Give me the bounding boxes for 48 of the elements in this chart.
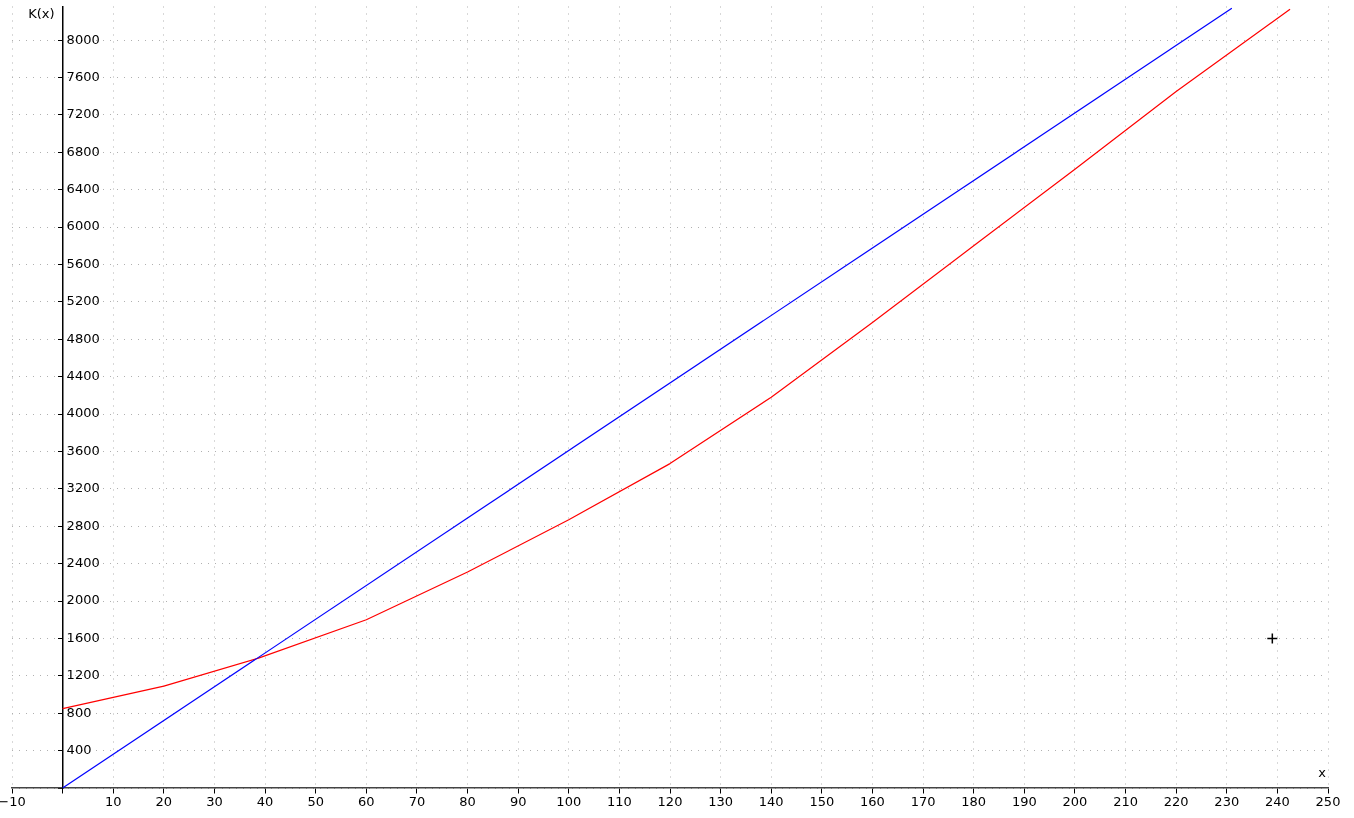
y-tick-label: 6800 xyxy=(66,143,100,159)
y-tick-label: 7200 xyxy=(66,106,100,122)
y-tick-label: 7600 xyxy=(66,68,100,84)
y-tick-label: 4800 xyxy=(66,330,100,346)
x-tick-label: 160 xyxy=(860,793,885,809)
y-tick-label: 3600 xyxy=(66,442,100,458)
y-tick-label: 800 xyxy=(66,704,92,720)
y-tick-label: 8000 xyxy=(66,31,100,47)
x-tick-label: 210 xyxy=(1113,793,1138,809)
x-tick-label: 170 xyxy=(910,793,936,809)
x-tick-label: 190 xyxy=(1011,793,1037,809)
x-tick-label: 140 xyxy=(758,793,784,809)
x-tick-label: 240 xyxy=(1264,793,1290,809)
x-tick-label: 40 xyxy=(256,793,274,809)
x-axis-title: x xyxy=(1318,764,1327,780)
y-tick-label: 2800 xyxy=(66,517,100,533)
x-tick-label: 120 xyxy=(657,793,683,809)
y-tick-label: 6400 xyxy=(66,181,100,197)
y-tick-label: 1200 xyxy=(66,667,100,683)
y-tick-label: 400 xyxy=(66,741,92,757)
x-tick-label: 230 xyxy=(1214,793,1240,809)
x-tick-label: 30 xyxy=(206,793,223,809)
x-tick-label: 50 xyxy=(307,793,324,809)
x-tick-label: 10 xyxy=(104,793,122,809)
x-tick-label: 60 xyxy=(358,793,375,809)
y-tick-label: 4400 xyxy=(66,368,100,384)
x-tick-label: 70 xyxy=(408,793,426,809)
x-tick-label: 80 xyxy=(459,793,476,809)
x-tick-label: 200 xyxy=(1062,793,1088,809)
x-tick-label: 250 xyxy=(1315,793,1341,809)
x-tick-label: 90 xyxy=(509,793,527,809)
y-tick-label: 2000 xyxy=(66,592,100,608)
y-tick-label: 2400 xyxy=(66,555,100,571)
x-tick-label: −10 xyxy=(0,793,26,809)
x-tick-label: 20 xyxy=(155,793,173,809)
x-tick-label: 100 xyxy=(556,793,582,809)
y-tick-label: 5600 xyxy=(66,255,100,271)
x-tick-label: 130 xyxy=(708,793,734,809)
y-tick-label: 6000 xyxy=(66,218,100,234)
y-tick-label: 1600 xyxy=(66,629,100,645)
x-tick-label: 110 xyxy=(606,793,632,809)
x-tick-label: 220 xyxy=(1163,793,1189,809)
y-tick-label: 4000 xyxy=(66,405,100,421)
y-tick-label: 5200 xyxy=(66,293,100,309)
y-tick-label: 3200 xyxy=(66,480,100,496)
x-tick-label: 150 xyxy=(809,793,835,809)
x-tick-label: 180 xyxy=(961,793,987,809)
y-axis-title: K(x) xyxy=(28,6,55,22)
